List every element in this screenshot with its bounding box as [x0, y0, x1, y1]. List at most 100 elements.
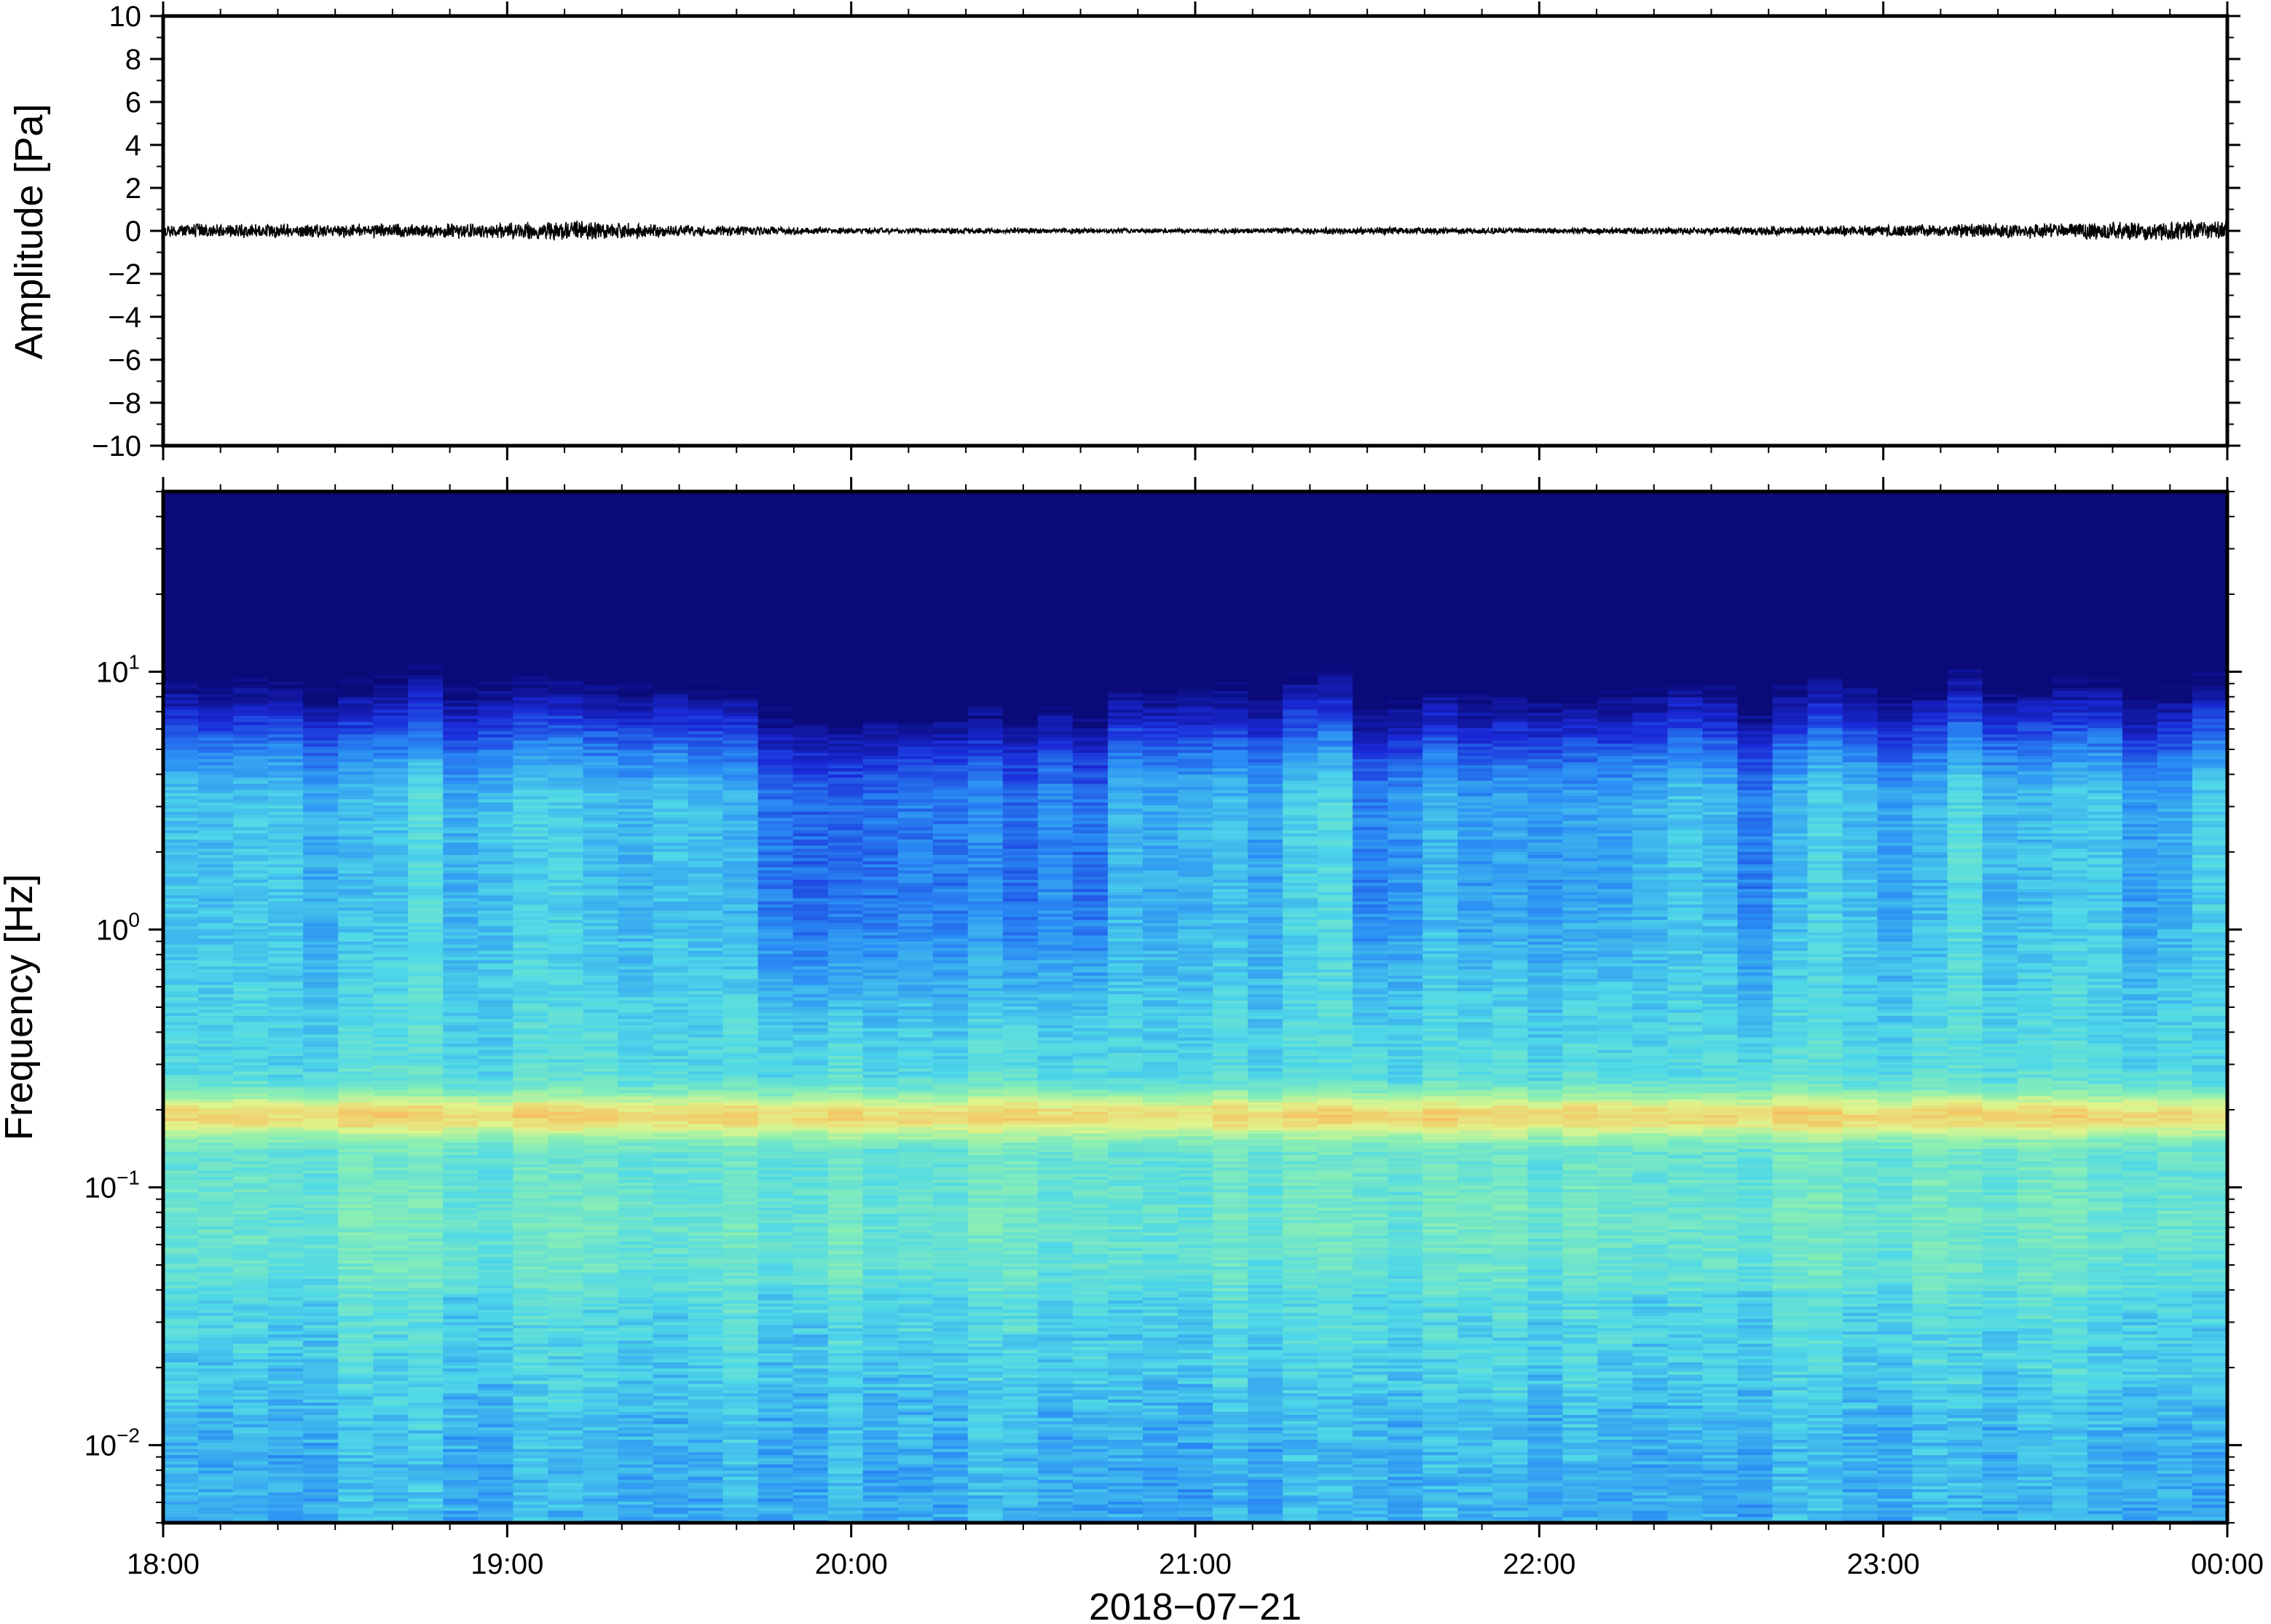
- spectrogram-cell: [233, 529, 269, 534]
- spectrogram-cell: [373, 1312, 409, 1316]
- spectrogram-cell: [548, 1033, 583, 1038]
- spectrogram-cell: [338, 610, 374, 614]
- spectrogram-cell: [198, 1318, 234, 1323]
- spectrogram-cell: [653, 1256, 689, 1261]
- spectrogram-cell: [163, 675, 199, 679]
- spectrogram-cell: [198, 1083, 234, 1087]
- spectrogram-cell: [653, 1210, 689, 1214]
- spectrogram-cell: [548, 535, 583, 540]
- spectrogram-cell: [583, 579, 619, 583]
- spectrogram-cell: [653, 1089, 689, 1094]
- spectrogram-cell: [653, 1464, 689, 1468]
- spectrogram-cell: [513, 1343, 548, 1347]
- spectrogram-cell: [513, 1321, 548, 1325]
- spectrogram-cell: [163, 1043, 199, 1047]
- spectrogram-cell: [338, 1179, 374, 1183]
- spectrogram-cell: [408, 718, 444, 722]
- spectrogram-cell: [268, 761, 304, 765]
- spectrogram-cell: [338, 733, 374, 738]
- spectrogram-cell: [338, 1108, 374, 1112]
- spectrogram-cell: [478, 894, 513, 899]
- spectrogram-cell: [478, 505, 513, 509]
- spectrogram-cell: [373, 845, 409, 849]
- spectrogram-cell: [338, 1346, 374, 1350]
- spectrogram-cell: [653, 557, 689, 561]
- spectrogram-cell: [338, 576, 374, 580]
- spectrogram-cell: [408, 1321, 444, 1325]
- spectrogram-cell: [478, 1071, 513, 1075]
- spectrogram-cell: [443, 1136, 479, 1140]
- spectrogram-cell: [618, 1062, 654, 1065]
- spectrogram-cell: [618, 1473, 654, 1477]
- spectrogram-cell: [513, 1182, 548, 1186]
- spectrogram-cell: [163, 1114, 199, 1119]
- spectrogram-cell: [233, 1021, 269, 1025]
- spectrogram-cell: [513, 1179, 548, 1183]
- spectrogram-cell: [583, 1516, 619, 1521]
- spectrogram-cell: [478, 755, 513, 760]
- spectrogram-cell: [338, 1185, 374, 1189]
- spectrogram-cell: [653, 792, 689, 797]
- spectrogram-cell: [303, 1473, 339, 1477]
- spectrogram-cell: [653, 1142, 689, 1146]
- spectrogram-cell: [338, 725, 374, 728]
- spectrogram-cell: [583, 848, 619, 852]
- spectrogram-cell: [548, 978, 583, 982]
- spectrogram-cell: [443, 535, 479, 540]
- spectrogram-cell: [373, 1074, 409, 1078]
- spectrogram-cell: [338, 879, 374, 883]
- spectrogram-cell: [233, 1461, 269, 1465]
- spectrogram-cell: [513, 1130, 548, 1134]
- spectrogram-cell: [373, 721, 409, 725]
- spectrogram-cell: [583, 569, 619, 574]
- spectrogram-cell: [268, 1451, 304, 1456]
- spectrogram-cell: [583, 1139, 619, 1143]
- spectrogram-cell: [408, 1139, 444, 1143]
- spectrogram-cell: [303, 783, 339, 787]
- spectrogram-cell: [548, 1114, 583, 1119]
- spectrogram-cell: [268, 1000, 304, 1004]
- spectrogram-cell: [163, 715, 199, 720]
- spectrogram-cell: [618, 1290, 654, 1295]
- spectrogram-cell: [233, 1009, 269, 1013]
- spectrogram-cell: [513, 1263, 548, 1267]
- spectrogram-cell: [338, 1504, 374, 1508]
- spectrogram-cell: [233, 926, 269, 929]
- spectrogram-cell: [548, 604, 583, 608]
- spectrogram-cell: [163, 502, 199, 506]
- spectrogram-cell: [443, 1309, 479, 1313]
- spectrogram-cell: [443, 1087, 479, 1090]
- spectrogram-cell: [478, 1120, 513, 1124]
- spectrogram-cell: [303, 597, 339, 602]
- spectrogram-cell: [513, 1430, 548, 1434]
- spectrogram-cell: [443, 1365, 479, 1369]
- spectrogram-cell: [198, 811, 234, 815]
- spectrogram-cell: [233, 1432, 269, 1437]
- spectrogram-cell: [478, 653, 513, 658]
- spectrogram-cell: [408, 1312, 444, 1316]
- spectrogram-cell: [373, 746, 409, 750]
- spectrogram-cell: [443, 582, 479, 586]
- spectrogram-cell: [303, 993, 339, 998]
- spectrogram-cell: [583, 934, 619, 939]
- spectrogram-cell: [583, 517, 619, 521]
- spectrogram-cell: [443, 1089, 479, 1094]
- spectrogram-cell: [303, 1346, 339, 1350]
- spectrogram-cell: [373, 1296, 409, 1301]
- spectrogram-cell: [618, 1343, 654, 1347]
- spectrogram-cell: [653, 802, 689, 806]
- spectrogram-cell: [618, 576, 654, 580]
- spectrogram-cell: [548, 990, 583, 995]
- spectrogram-cell: [303, 678, 339, 682]
- spectrogram-cell: [198, 1226, 234, 1230]
- spectrogram-cell: [443, 1362, 479, 1365]
- spectrogram-cell: [163, 798, 199, 803]
- spectrogram-cell: [233, 1231, 269, 1236]
- spectrogram-cell: [338, 678, 374, 682]
- spectrogram-cell: [513, 1151, 548, 1156]
- spectrogram-cell: [583, 842, 619, 846]
- spectrogram-cell: [618, 1284, 654, 1288]
- spectrogram-cell: [408, 1226, 444, 1230]
- spectrogram-cell: [548, 1172, 583, 1177]
- spectrogram-cell: [583, 1049, 619, 1053]
